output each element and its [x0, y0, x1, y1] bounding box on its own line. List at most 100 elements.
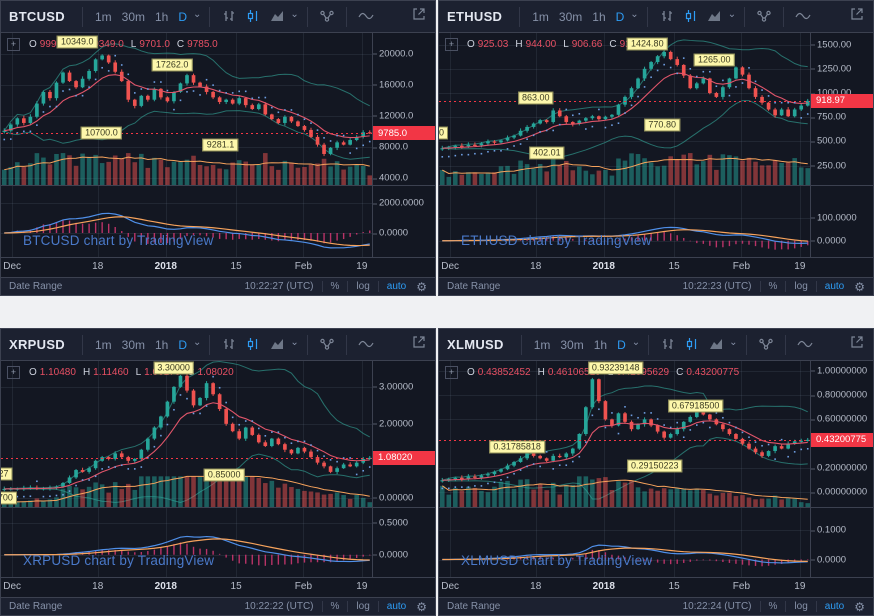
- macd-chart-canvas[interactable]: [439, 507, 811, 577]
- external-link-icon[interactable]: [411, 6, 427, 27]
- compare-icon[interactable]: [315, 8, 339, 26]
- time-axis[interactable]: Dec 18 2018 15 Feb 19: [1, 577, 435, 597]
- interval-1d-button[interactable]: D: [178, 337, 188, 352]
- price-chart-canvas[interactable]: [439, 33, 811, 185]
- interval-30m-button[interactable]: 30m: [121, 9, 145, 24]
- interval-1h-button[interactable]: 1h: [155, 337, 169, 352]
- percent-scale-button[interactable]: %: [768, 281, 778, 292]
- interval-30m-button[interactable]: 30m: [121, 337, 145, 352]
- percent-scale-button[interactable]: %: [330, 281, 340, 292]
- chart-area[interactable]: + O0.43852452 H0.46106519 L0.41995629 C0…: [439, 361, 873, 577]
- compare-icon[interactable]: [752, 8, 776, 26]
- chart-style-chevron-icon[interactable]: ⌄: [290, 9, 299, 20]
- price-axis[interactable]: 3.00000 2.00000 0.00000 1.08020 0.5000 0.0000: [372, 361, 435, 577]
- date-range-button[interactable]: Date Range: [447, 281, 501, 292]
- chart-style-chevron-icon[interactable]: ⌄: [727, 9, 737, 20]
- hollow-candles-icon[interactable]: [679, 8, 703, 26]
- interval-1m-button[interactable]: 1m: [533, 337, 551, 352]
- external-link-icon[interactable]: [411, 334, 427, 355]
- date-range-button[interactable]: Date Range: [447, 601, 501, 612]
- interval-1h-button[interactable]: 1h: [154, 9, 169, 24]
- log-scale-button[interactable]: log: [794, 281, 808, 292]
- price-axis[interactable]: 1.00000000 0.80000000 0.60000000 0.20000000…: [810, 361, 873, 577]
- bars-style-icon[interactable]: [217, 8, 241, 26]
- interval-chevron-icon[interactable]: ⌄: [630, 9, 639, 20]
- chart-style-chevron-icon[interactable]: ⌄: [290, 337, 299, 348]
- interval-1m-button[interactable]: 1m: [532, 9, 549, 24]
- last-price-tag: 1.08020: [373, 450, 435, 465]
- compare-icon[interactable]: [315, 336, 339, 354]
- hollow-candles-icon[interactable]: [680, 336, 704, 354]
- auto-scale-button[interactable]: auto: [824, 281, 845, 292]
- macd-chart-canvas[interactable]: [1, 185, 373, 257]
- percent-scale-button[interactable]: %: [768, 601, 778, 612]
- interval-chevron-icon[interactable]: ⌄: [193, 9, 202, 20]
- external-link-icon[interactable]: [849, 6, 865, 27]
- plus-icon[interactable]: +: [7, 38, 20, 51]
- price-axis[interactable]: 20000.0 16000.0 12000.0 8000.0 4000.0 9785.0 2…: [372, 33, 435, 257]
- price-tick: 4000.0: [372, 172, 409, 184]
- time-axis[interactable]: Dec 18 2018 15 Feb 19: [439, 577, 873, 597]
- interval-1d-button[interactable]: D: [617, 337, 626, 352]
- price-chart-canvas[interactable]: [439, 361, 811, 507]
- pane-divider[interactable]: [1, 507, 435, 508]
- interval-1h-button[interactable]: 1h: [592, 9, 606, 24]
- price-axis[interactable]: 1500.00 1250.00 1000.00 750.00 500.00 250.00 9…: [810, 33, 873, 257]
- settings-gear-icon[interactable]: ⚙: [854, 599, 865, 614]
- interval-30m-button[interactable]: 30m: [560, 337, 584, 352]
- macd-chart-canvas[interactable]: [439, 185, 811, 257]
- settings-gear-icon[interactable]: ⚙: [416, 279, 427, 294]
- hollow-candles-icon[interactable]: [241, 336, 265, 354]
- pane-divider[interactable]: [439, 507, 873, 508]
- interval-1d-button[interactable]: D: [615, 9, 625, 24]
- bars-style-icon[interactable]: [655, 8, 679, 26]
- percent-scale-button[interactable]: %: [330, 601, 340, 612]
- area-chart-icon[interactable]: [265, 8, 289, 26]
- date-range-button[interactable]: Date Range: [9, 601, 63, 612]
- hollow-candles-icon[interactable]: [241, 8, 265, 26]
- interval-chevron-icon[interactable]: ⌄: [631, 337, 641, 348]
- pane-divider[interactable]: [1, 185, 435, 186]
- area-chart-icon[interactable]: [703, 8, 727, 26]
- plus-icon[interactable]: +: [445, 366, 458, 379]
- price-chart-canvas[interactable]: [1, 33, 373, 185]
- interval-30m-button[interactable]: 30m: [558, 9, 583, 24]
- line-tool-icon[interactable]: [791, 8, 815, 26]
- bars-style-icon[interactable]: [656, 336, 680, 354]
- toolbar-divider: [345, 334, 347, 355]
- log-scale-button[interactable]: log: [356, 601, 370, 612]
- line-tool-icon[interactable]: [354, 336, 378, 354]
- macd-tick: 0.5000: [372, 517, 409, 529]
- auto-scale-button[interactable]: auto: [824, 601, 845, 612]
- bars-style-icon[interactable]: [217, 336, 241, 354]
- macd-chart-canvas[interactable]: [1, 507, 373, 577]
- line-tool-icon[interactable]: [354, 8, 378, 26]
- interval-1d-button[interactable]: D: [178, 9, 188, 24]
- date-range-button[interactable]: Date Range: [9, 281, 63, 292]
- plus-icon[interactable]: +: [445, 38, 458, 51]
- interval-1m-button[interactable]: 1m: [94, 337, 112, 352]
- plus-icon[interactable]: +: [7, 366, 20, 379]
- time-axis[interactable]: Dec 18 2018 15 Feb 19: [1, 257, 435, 277]
- auto-scale-button[interactable]: auto: [386, 601, 407, 612]
- time-axis[interactable]: Dec 18 2018 15 Feb 19: [439, 257, 873, 277]
- pane-divider[interactable]: [439, 185, 873, 186]
- compare-icon[interactable]: [754, 336, 778, 354]
- interval-1m-button[interactable]: 1m: [94, 9, 112, 24]
- auto-scale-button[interactable]: auto: [386, 281, 407, 292]
- log-scale-button[interactable]: log: [794, 601, 808, 612]
- interval-1h-button[interactable]: 1h: [593, 337, 608, 352]
- line-tool-icon[interactable]: [793, 336, 817, 354]
- area-chart-icon[interactable]: [265, 336, 289, 354]
- settings-gear-icon[interactable]: ⚙: [416, 599, 427, 614]
- area-chart-icon[interactable]: [704, 336, 728, 354]
- chart-style-chevron-icon[interactable]: ⌄: [729, 337, 738, 348]
- chart-area[interactable]: + O1.10480 H1.11460 L1.06170 C1.08020 XR…: [1, 361, 435, 577]
- log-scale-button[interactable]: log: [356, 281, 370, 292]
- interval-chevron-icon[interactable]: ⌄: [193, 337, 202, 348]
- price-chart-canvas[interactable]: [1, 361, 373, 507]
- settings-gear-icon[interactable]: ⚙: [854, 279, 865, 294]
- external-link-icon[interactable]: [849, 334, 865, 355]
